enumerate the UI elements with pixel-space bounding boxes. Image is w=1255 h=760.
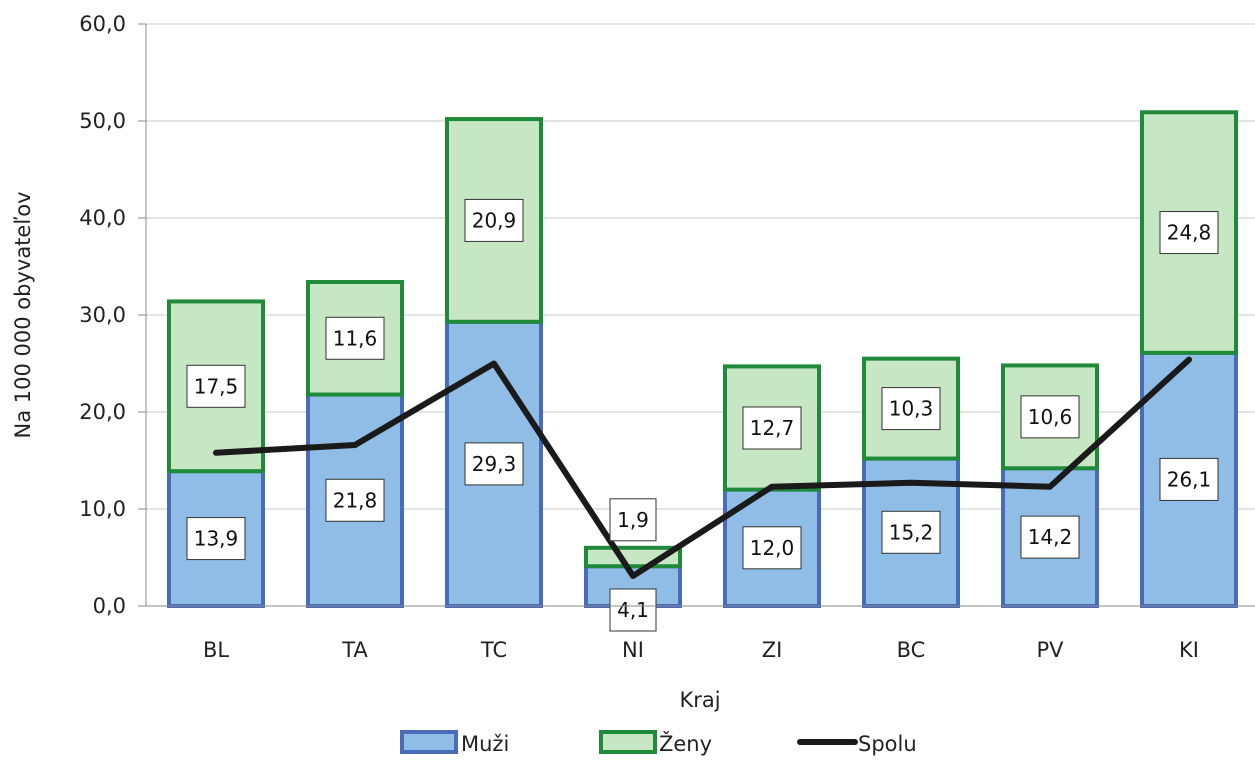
- legend: Muži Ženy Spolu: [400, 730, 917, 756]
- data-label-muzi-box: [1159, 457, 1219, 501]
- y-tick-label: 60,0: [79, 12, 126, 36]
- x-tick-label: PV: [1036, 638, 1064, 662]
- y-tick-label: 10,0: [79, 497, 126, 521]
- y-tick-label: 30,0: [79, 303, 126, 327]
- data-label-muzi: 13,9: [194, 527, 239, 551]
- y-tick-label: 20,0: [79, 400, 126, 424]
- data-label-muzi: 14,2: [1028, 525, 1073, 549]
- data-label-muzi-box: [609, 588, 657, 632]
- x-axis: BL TA TC NI ZI BC PV KI: [146, 605, 1255, 662]
- bars: [167, 110, 1238, 609]
- x-tick-label: NI: [622, 638, 644, 662]
- data-label-zeny: 12,7: [750, 416, 795, 440]
- data-label-zeny-box: [464, 198, 524, 242]
- data-label-zeny: 11,6: [333, 326, 378, 350]
- y-tick-label: 0,0: [93, 594, 126, 618]
- axis-titles: Na 100 000 obyvateľov Kraj: [11, 192, 721, 712]
- data-label-muzi-box: [1020, 515, 1080, 559]
- x-tick-label: BL: [203, 638, 229, 662]
- data-label-zeny: 24,8: [1167, 221, 1212, 245]
- legend-label-muzi: Muži: [461, 732, 509, 756]
- y-axis-title: Na 100 000 obyvateľov: [11, 192, 35, 439]
- data-label-zeny: 10,3: [889, 397, 934, 421]
- data-label-muzi: 12,0: [750, 536, 795, 560]
- data-label-zeny-box: [1159, 211, 1219, 255]
- x-tick-label: TC: [480, 638, 507, 662]
- legend-label-spolu: Spolu: [858, 732, 917, 756]
- legend-swatch-zeny: [599, 730, 657, 754]
- legend-swatch-muzi: [400, 730, 458, 754]
- y-tick-label: 50,0: [79, 109, 126, 133]
- data-label-muzi-box: [186, 517, 246, 561]
- data-label-zeny-box: [1020, 395, 1080, 439]
- data-label-zeny: 1,9: [617, 508, 649, 532]
- data-label-muzi: 4,1: [617, 598, 649, 622]
- data-label-muzi-box: [881, 510, 941, 554]
- x-tick-label: KI: [1179, 638, 1199, 662]
- data-label-zeny: 20,9: [472, 208, 517, 232]
- x-tick-label: TA: [341, 638, 368, 662]
- data-label-zeny-box: [609, 498, 657, 542]
- data-labels: 13,9 17,5 21,8 11,6 29,3 20,9 4,1 1,9 12,0 12,7 15…: [186, 198, 1219, 632]
- data-label-zeny-box: [186, 364, 246, 408]
- x-tick-label: BC: [897, 638, 926, 662]
- data-label-zeny-box: [742, 406, 802, 450]
- data-label-muzi-box: [464, 442, 524, 486]
- data-label-muzi: 26,1: [1167, 467, 1212, 491]
- x-axis-title: Kraj: [679, 688, 720, 712]
- data-label-muzi: 29,3: [472, 452, 517, 476]
- data-label-muzi-box: [742, 526, 802, 570]
- legend-label-zeny: Ženy: [659, 731, 712, 756]
- data-label-zeny: 10,6: [1028, 405, 1073, 429]
- data-label-zeny-box: [881, 387, 941, 431]
- total-line: [213, 356, 1192, 579]
- data-label-zeny: 17,5: [194, 374, 239, 398]
- data-label-muzi-box: [325, 478, 385, 522]
- x-tick-label: ZI: [762, 638, 783, 662]
- line-spolu: [213, 356, 1192, 579]
- data-label-muzi: 15,2: [889, 520, 934, 544]
- y-axis: 0,0 10,0 20,0 30,0 40,0 50,0 60,0: [79, 12, 147, 618]
- y-tick-label: 40,0: [79, 206, 126, 230]
- data-label-zeny-box: [325, 316, 385, 360]
- data-label-muzi: 21,8: [333, 488, 378, 512]
